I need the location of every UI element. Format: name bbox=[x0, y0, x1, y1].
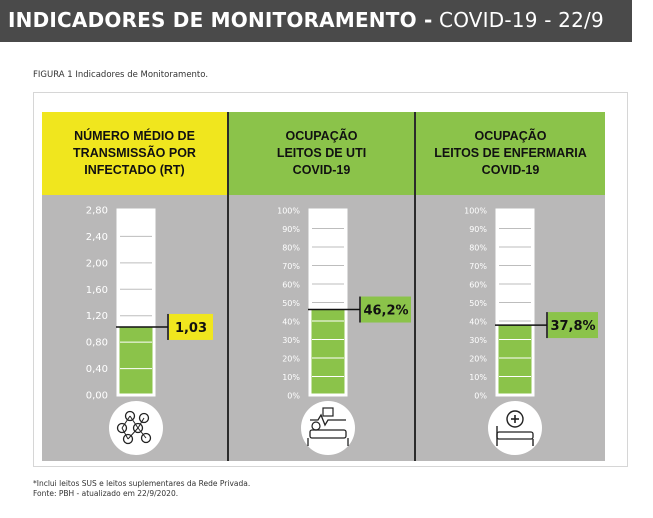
uti-value-label: 46,2% bbox=[363, 304, 408, 319]
footnote-line-1: *Inclui leitos SUS e leitos suplementare… bbox=[33, 479, 251, 488]
rt-panel-header: NÚMERO MÉDIO DE TRANSMISSÃO POR INFECTAD… bbox=[42, 112, 227, 195]
uti-tick-label: 100% bbox=[277, 207, 300, 216]
rt-gauge-fill bbox=[118, 326, 154, 395]
virus-network-link bbox=[137, 427, 147, 439]
virus-network-node bbox=[124, 410, 136, 422]
rt-tick-label: 0,00 bbox=[86, 391, 108, 402]
uti-tick-label: 40% bbox=[282, 318, 300, 327]
rt-tick-label: 2,80 bbox=[86, 206, 108, 217]
enf-value-box bbox=[548, 312, 598, 339]
enfermaria-header-line-1: OCUPAÇÃO bbox=[474, 129, 547, 143]
enf-gauge-fill bbox=[497, 325, 533, 395]
panel-divider-1 bbox=[227, 112, 229, 461]
rt-tick-label: 2,40 bbox=[86, 232, 108, 243]
rt-tick-label: 2,00 bbox=[86, 258, 108, 269]
enfermaria-panel-header: OCUPAÇÃO LEITOS DE ENFERMARIA COVID-19 bbox=[416, 112, 605, 195]
enf-tick-label: 50% bbox=[469, 299, 487, 308]
virus-network-node bbox=[116, 422, 128, 434]
medical-cross-circle bbox=[506, 410, 524, 428]
rt-tick-label: 0,40 bbox=[86, 364, 108, 375]
footnote: *Inclui leitos SUS e leitos suplementare… bbox=[33, 479, 250, 499]
enfermaria-header-line-3: COVID-19 bbox=[481, 163, 540, 177]
uti-tick-label: 50% bbox=[282, 299, 300, 308]
rt-header-line-3: INFECTADO (RT) bbox=[84, 163, 185, 177]
page-title-date: COVID-19 - 22/9 bbox=[439, 8, 604, 32]
enf-tick-label: 60% bbox=[469, 281, 487, 290]
uti-tick-label: 60% bbox=[282, 281, 300, 290]
enf-tick-label: 80% bbox=[469, 244, 487, 253]
enf-tick-label: 100% bbox=[464, 207, 487, 216]
rt-value-box bbox=[169, 313, 213, 340]
enf-gauge-outline bbox=[495, 208, 535, 397]
monitor-shape bbox=[322, 407, 334, 417]
uti-tick-label: 10% bbox=[282, 373, 300, 382]
uti-gauge-outline bbox=[308, 208, 348, 397]
virus-network-node bbox=[122, 433, 134, 445]
enf-value-label: 37,8% bbox=[550, 319, 595, 334]
uti-tick-label: 90% bbox=[282, 225, 300, 234]
uti-tick-label: 0% bbox=[287, 392, 300, 401]
virus-network-link bbox=[127, 427, 139, 440]
virus-network-node bbox=[132, 422, 144, 434]
icu-bed-icon bbox=[301, 401, 355, 455]
uti-panel-header: OCUPAÇÃO LEITOS DE UTI COVID-19 bbox=[229, 112, 414, 195]
rt-header-line-2: TRANSMISSÃO POR bbox=[73, 146, 196, 160]
heartbeat-line bbox=[310, 413, 346, 427]
uti-value-box bbox=[361, 296, 411, 323]
virus-network-link bbox=[121, 415, 131, 429]
figure-caption: FIGURA 1 Indicadores de Monitoramento. bbox=[33, 70, 209, 80]
rt-tick-label: 1,60 bbox=[86, 285, 108, 296]
rt-value-label: 1,03 bbox=[175, 321, 207, 336]
enf-tick-label: 70% bbox=[469, 262, 487, 271]
virus-network-link bbox=[121, 427, 129, 440]
virus-network-node bbox=[140, 432, 152, 444]
patient-head bbox=[311, 421, 321, 431]
page-title: INDICADORES DE MONITORAMENTO - COVID-19 … bbox=[8, 6, 604, 34]
enf-tick-label: 30% bbox=[469, 336, 487, 345]
uti-tick-label: 80% bbox=[282, 244, 300, 253]
rt-gauge-outline bbox=[116, 208, 156, 397]
enfermaria-header-line-2: LEITOS DE ENFERMARIA bbox=[434, 146, 587, 160]
ward-bed-icon bbox=[488, 401, 542, 455]
bed-mattress bbox=[309, 429, 347, 439]
rt-tick-label: 0,80 bbox=[86, 338, 108, 349]
uti-gauge-fill bbox=[310, 309, 346, 395]
rt-header-line-1: NÚMERO MÉDIO DE bbox=[74, 129, 195, 143]
enf-tick-label: 40% bbox=[469, 318, 487, 327]
indicator-panels: NÚMERO MÉDIO DE TRANSMISSÃO POR INFECTAD… bbox=[42, 112, 605, 461]
virus-network-link bbox=[137, 417, 145, 429]
uti-header-line-2: LEITOS DE UTI bbox=[276, 146, 367, 160]
title-banner: INDICADORES DE MONITORAMENTO - COVID-19 … bbox=[0, 0, 632, 42]
virus-network-link bbox=[129, 415, 139, 429]
rt-tick-label: 1,20 bbox=[86, 311, 108, 322]
uti-tick-label: 20% bbox=[282, 355, 300, 364]
enf-tick-label: 0% bbox=[474, 392, 487, 401]
enf-tick-label: 20% bbox=[469, 355, 487, 364]
virus-network-node bbox=[138, 412, 150, 424]
footnote-line-2: Fonte: PBH - atualizado em 22/9/2020. bbox=[33, 489, 179, 498]
uti-header-line-3: COVID-19 bbox=[292, 163, 351, 177]
uti-tick-label: 70% bbox=[282, 262, 300, 271]
uti-tick-label: 30% bbox=[282, 336, 300, 345]
panel-divider-2 bbox=[414, 112, 416, 461]
uti-header-line-1: OCUPAÇÃO bbox=[285, 129, 358, 143]
enf-tick-label: 90% bbox=[469, 225, 487, 234]
enf-tick-label: 10% bbox=[469, 373, 487, 382]
page-title-main: INDICADORES DE MONITORAMENTO - bbox=[8, 8, 433, 32]
gauges-svg: 2,80 2,40 2,00 1,60 1,20 0,80 0,40 0,00 1,03 100%… bbox=[86, 206, 598, 455]
